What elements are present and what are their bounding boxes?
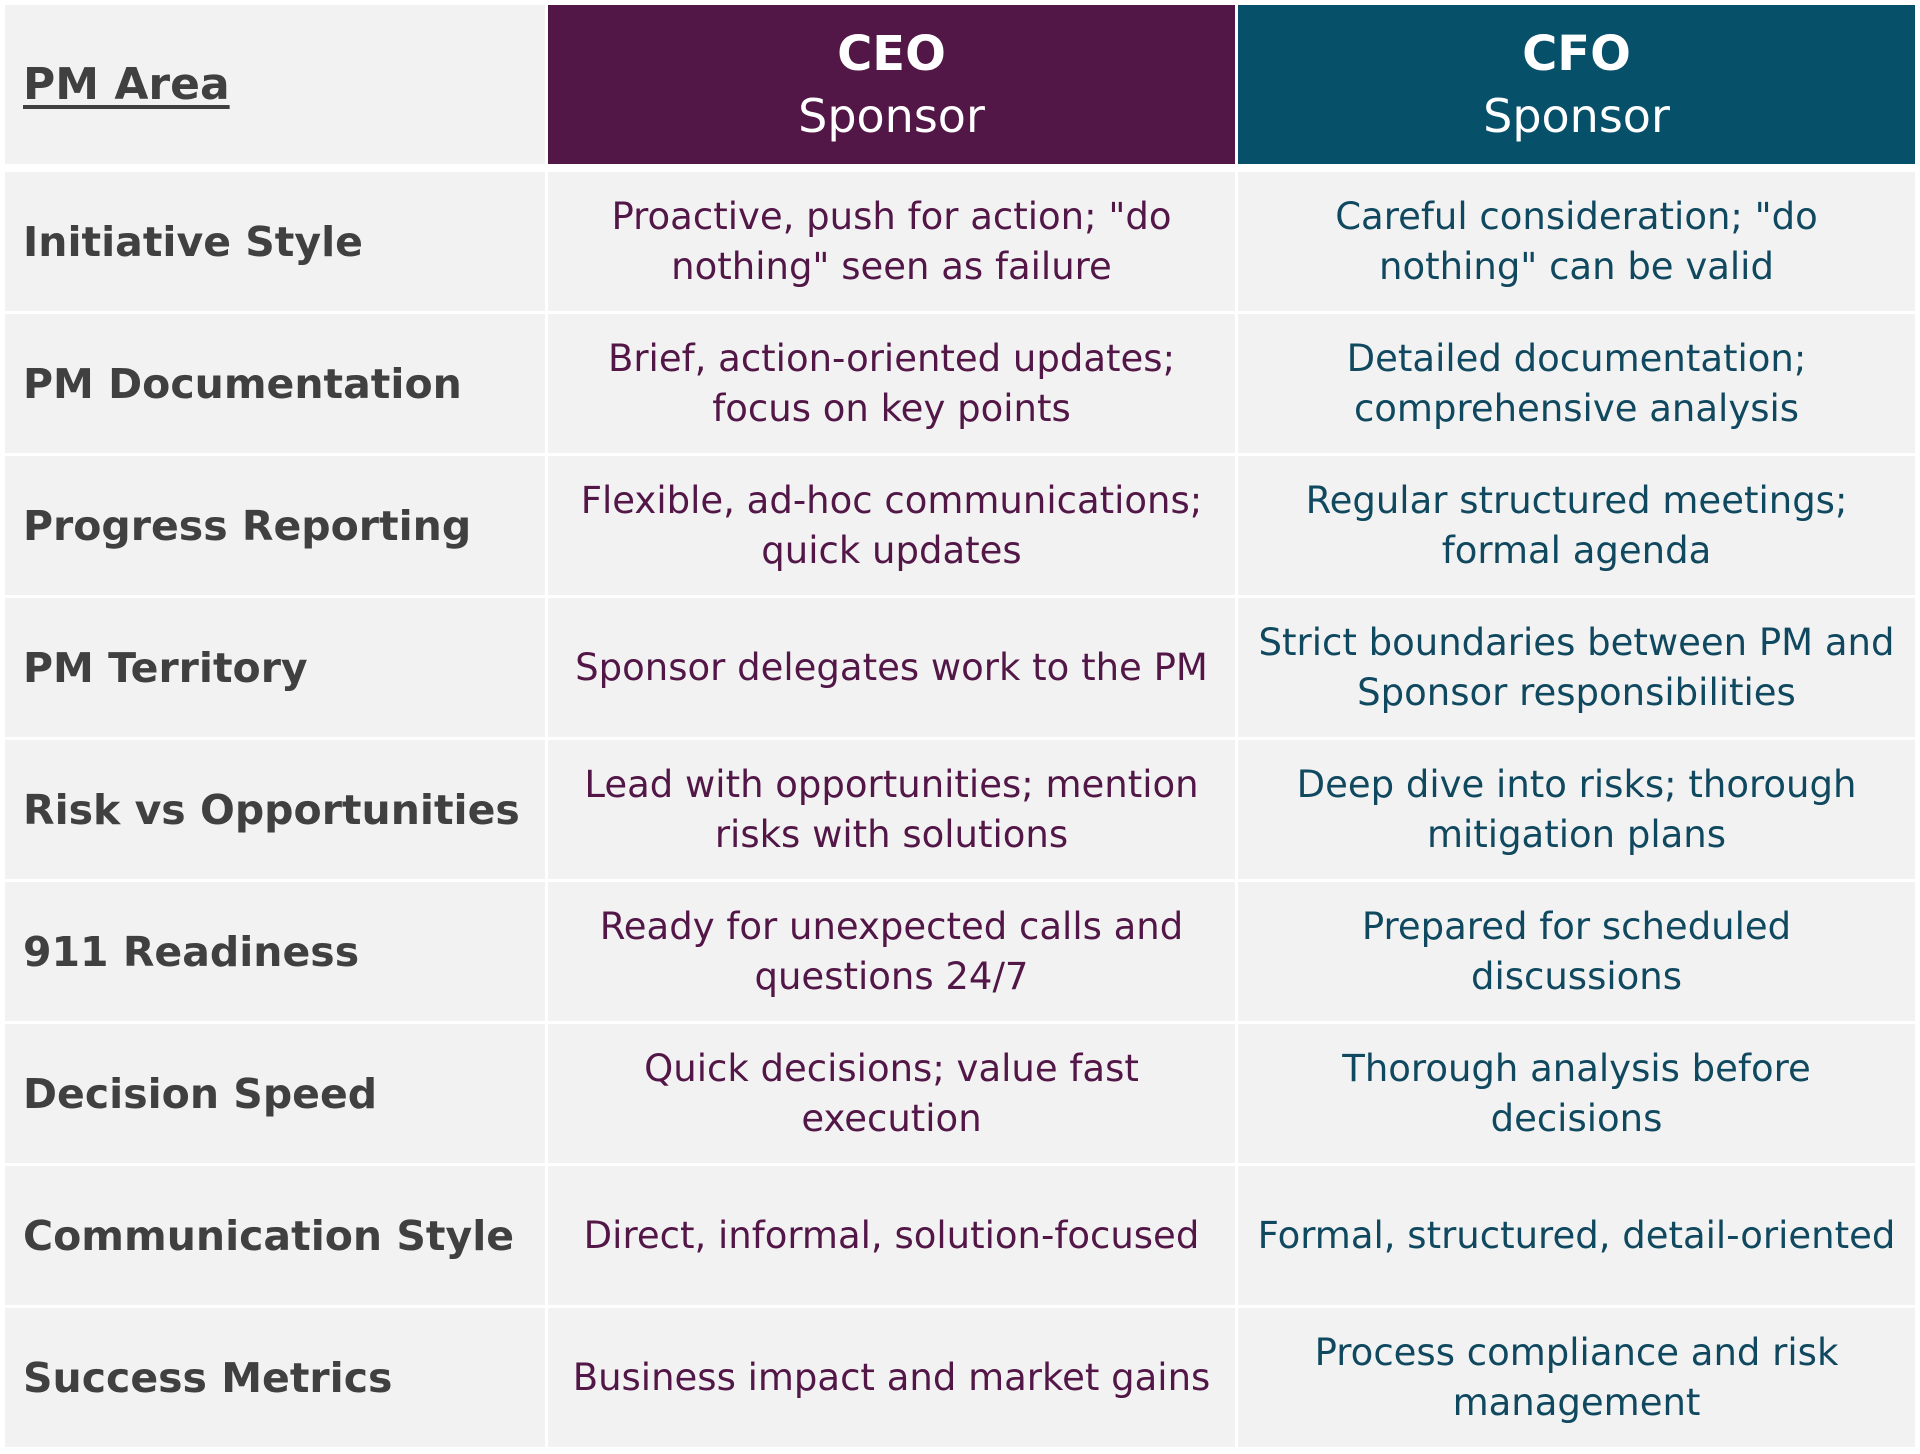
cfo-cell: Careful consideration; "do nothing" can … <box>1238 172 1915 314</box>
pm-area-cell: Decision Speed <box>5 1024 548 1166</box>
pm-area-cell: Initiative Style <box>5 172 548 314</box>
cfo-cell: Detailed documentation; comprehensive an… <box>1238 314 1915 456</box>
cfo-cell: Prepared for scheduled discussions <box>1238 882 1915 1024</box>
cfo-cell: Deep dive into risks; thorough mitigatio… <box>1238 740 1915 882</box>
cfo-sponsor-header: CFO Sponsor <box>1238 5 1915 172</box>
comparison-table: PM Area CEO Sponsor CFO Sponsor Initiati… <box>5 5 1915 1450</box>
ceo-cell: Ready for unexpected calls and questions… <box>548 882 1238 1024</box>
pm-area-cell: Communication Style <box>5 1166 548 1308</box>
ceo-cell: Flexible, ad-hoc communications; quick u… <box>548 456 1238 598</box>
cfo-role-label: CFO <box>1522 25 1631 82</box>
ceo-cell: Sponsor delegates work to the PM <box>548 598 1238 740</box>
ceo-cell: Proactive, push for action; "do nothing"… <box>548 172 1238 314</box>
pm-area-header: PM Area <box>5 5 548 172</box>
ceo-cell: Direct, informal, solution-focused <box>548 1166 1238 1308</box>
cfo-cell: Formal, structured, detail-oriented <box>1238 1166 1915 1308</box>
ceo-cell: Brief, action-oriented updates; focus on… <box>548 314 1238 456</box>
ceo-cell: Business impact and market gains <box>548 1308 1238 1450</box>
pm-area-cell: PM Territory <box>5 598 548 740</box>
cfo-cell: Regular structured meetings; formal agen… <box>1238 456 1915 598</box>
pm-area-cell: Progress Reporting <box>5 456 548 598</box>
pm-area-cell: Risk vs Opportunities <box>5 740 548 882</box>
pm-area-cell: 911 Readiness <box>5 882 548 1024</box>
ceo-cell: Quick decisions; value fast execution <box>548 1024 1238 1166</box>
cfo-cell: Process compliance and risk management <box>1238 1308 1915 1450</box>
ceo-sponsor-label: Sponsor <box>798 88 985 143</box>
cfo-cell: Strict boundaries between PM and Sponsor… <box>1238 598 1915 740</box>
pm-area-cell: Success Metrics <box>5 1308 548 1450</box>
ceo-cell: Lead with opportunities; mention risks w… <box>548 740 1238 882</box>
cfo-cell: Thorough analysis before decisions <box>1238 1024 1915 1166</box>
ceo-role-label: CEO <box>837 25 946 82</box>
ceo-sponsor-header: CEO Sponsor <box>548 5 1238 172</box>
cfo-sponsor-label: Sponsor <box>1483 88 1670 143</box>
pm-area-cell: PM Documentation <box>5 314 548 456</box>
